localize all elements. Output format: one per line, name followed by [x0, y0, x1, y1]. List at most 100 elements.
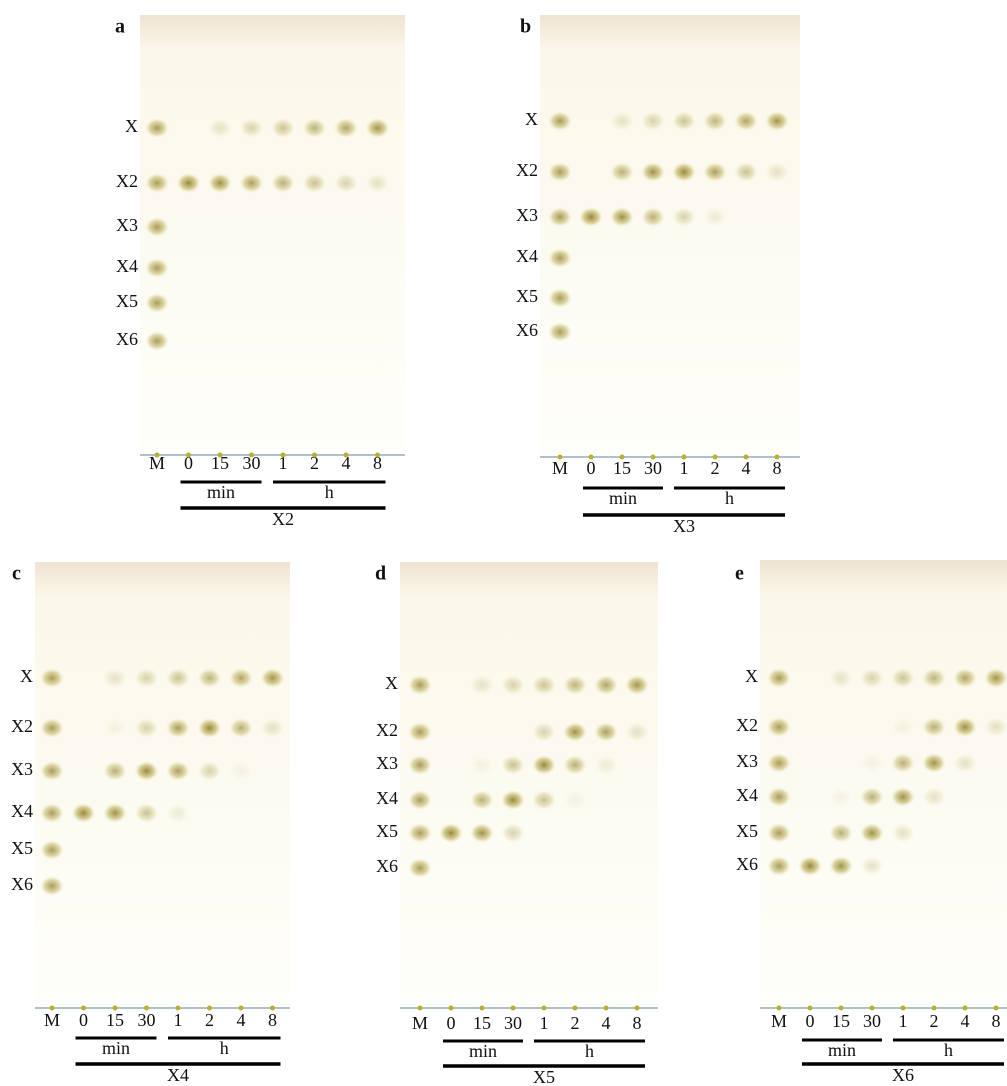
origin-dot: [808, 1006, 813, 1011]
spot: [703, 162, 727, 182]
origin-dot: [50, 1006, 55, 1011]
spot: [408, 823, 432, 843]
panel-letter: d: [375, 563, 386, 585]
lane-label: 0: [447, 1013, 456, 1033]
origin-dot: [218, 453, 223, 458]
row-label: X: [385, 673, 398, 693]
tlc-plate: [760, 560, 1007, 1008]
origin-dot: [775, 455, 780, 460]
spot: [765, 162, 789, 182]
spot: [563, 755, 587, 775]
origin-dot: [312, 453, 317, 458]
lane-label: 4: [742, 458, 751, 478]
spot: [548, 248, 572, 268]
figure: aXX2X3X4X5X6M015301248minhX2bXX2X3X4X5X6…: [0, 0, 1007, 1086]
spot: [261, 668, 285, 688]
spot: [366, 173, 390, 193]
row-label: X4: [11, 801, 33, 821]
spot: [40, 876, 64, 896]
spot: [548, 288, 572, 308]
spot: [548, 111, 572, 131]
spot: [145, 258, 169, 278]
spot: [470, 823, 494, 843]
row-label: X: [20, 666, 33, 686]
lane-label: 30: [644, 458, 662, 478]
lane-label: 0: [587, 458, 596, 478]
spot: [703, 207, 727, 227]
row-label: X4: [376, 788, 398, 808]
substrate-label: X2: [272, 509, 294, 529]
lane-label: 8: [268, 1010, 277, 1030]
origin-dot: [344, 453, 349, 458]
lane-label: 2: [930, 1011, 939, 1031]
row-label: X4: [516, 246, 538, 266]
origin-dot: [777, 1006, 782, 1011]
spot: [334, 118, 358, 138]
substrate-label: X3: [673, 516, 695, 536]
spot: [166, 803, 190, 823]
spot: [767, 823, 791, 843]
spot: [984, 717, 1007, 737]
tlc-plate: [400, 562, 658, 1008]
origin-dot: [604, 1006, 609, 1011]
spot: [135, 803, 159, 823]
spot: [610, 207, 634, 227]
spot: [470, 675, 494, 695]
row-label: X: [525, 109, 538, 129]
spot: [334, 173, 358, 193]
origin-dot: [186, 453, 191, 458]
lane-label: 1: [680, 458, 689, 478]
panel-letter: e: [735, 563, 744, 585]
spot: [922, 753, 946, 773]
spot: [145, 293, 169, 313]
row-label: X5: [116, 291, 138, 311]
origin-dot: [870, 1006, 875, 1011]
spot: [641, 162, 665, 182]
spot: [145, 173, 169, 193]
h-label: h: [585, 1041, 594, 1061]
origin-dot: [620, 455, 625, 460]
lane-label: M: [44, 1010, 60, 1030]
spot: [40, 718, 64, 738]
spot: [271, 173, 295, 193]
lane-label: M: [552, 458, 568, 478]
spot: [860, 668, 884, 688]
lane-label: 0: [79, 1010, 88, 1030]
spot: [408, 790, 432, 810]
spot: [641, 207, 665, 227]
spot: [40, 840, 64, 860]
origin-dot: [589, 455, 594, 460]
substrate-label: X5: [533, 1067, 555, 1086]
spot: [860, 823, 884, 843]
spot: [922, 668, 946, 688]
row-label: X6: [11, 874, 33, 894]
h-label: h: [220, 1038, 229, 1058]
row-label: X3: [376, 753, 398, 773]
spot: [145, 118, 169, 138]
row-label: X3: [116, 215, 138, 235]
min-label: min: [828, 1040, 856, 1060]
origin-dot: [542, 1006, 547, 1011]
lane-label: 8: [773, 458, 782, 478]
spot: [145, 331, 169, 351]
lane-label: M: [412, 1013, 428, 1033]
lane-label: 2: [571, 1013, 580, 1033]
panel: eXX2X3X4X5X6M015301248minhX6: [735, 560, 1007, 1085]
row-label: X3: [736, 751, 758, 771]
spot: [767, 668, 791, 688]
spot: [767, 717, 791, 737]
origin-dot: [155, 453, 160, 458]
spot: [303, 173, 327, 193]
lane-label: 4: [602, 1013, 611, 1033]
spot: [198, 668, 222, 688]
panel: cXX2X3X4X5X6M015301248minhX4: [11, 562, 290, 1085]
spot: [953, 668, 977, 688]
spot: [240, 173, 264, 193]
lane-label: 15: [613, 458, 631, 478]
spot: [408, 858, 432, 878]
spot: [103, 761, 127, 781]
lane-label: 2: [711, 458, 720, 478]
origin-dot: [418, 1006, 423, 1011]
origin-dot: [480, 1006, 485, 1011]
spot: [501, 675, 525, 695]
